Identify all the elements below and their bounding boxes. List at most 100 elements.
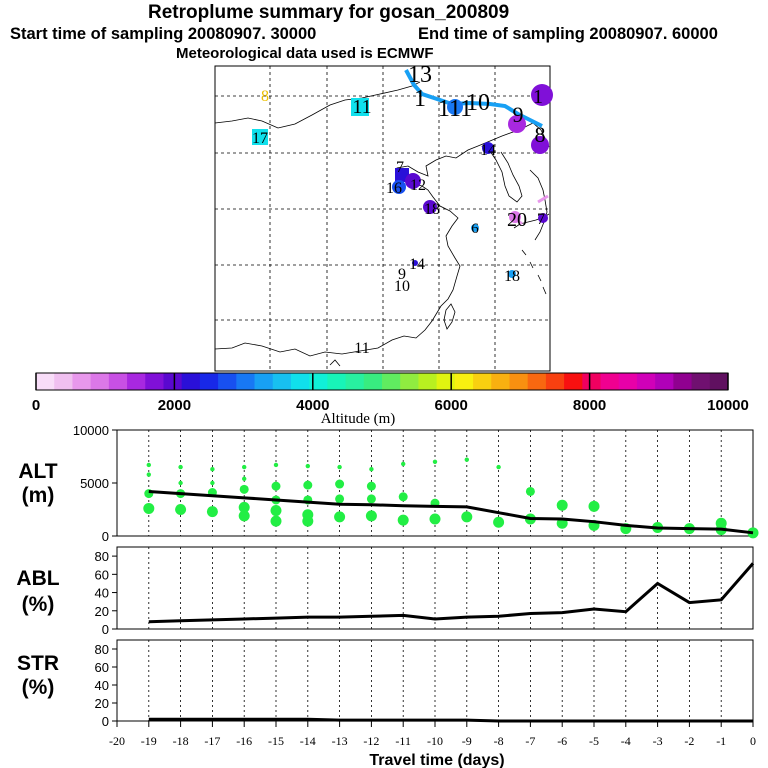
- colorbar-tick-label: 4000: [296, 397, 329, 414]
- x-tick-label: -12: [363, 734, 379, 748]
- map-marker: [508, 115, 526, 133]
- map-label: 10: [394, 278, 410, 295]
- colorbar-cell: [90, 373, 110, 390]
- map-marker: [538, 213, 548, 223]
- colorbar-cell: [673, 373, 693, 390]
- alt-point: [369, 467, 374, 472]
- y-tick-label: 0: [102, 529, 109, 544]
- x-tick-label: -2: [684, 734, 694, 748]
- y-tick-label: 20: [95, 696, 109, 711]
- alt-points: [143, 457, 759, 539]
- colorbar-cell: [272, 373, 292, 390]
- x-tick-label: -17: [204, 734, 220, 748]
- alt-point: [366, 481, 376, 491]
- y-tick-label: 0: [102, 622, 109, 637]
- colorbar-cell: [436, 373, 456, 390]
- alt-point: [178, 480, 183, 486]
- map-marker: [412, 260, 418, 266]
- alt-point: [305, 463, 310, 469]
- map-marker: [423, 200, 437, 214]
- x-tick-label: -1: [716, 734, 726, 748]
- alt-point: [496, 464, 501, 470]
- map-label: 14: [480, 142, 496, 159]
- alt-point: [210, 480, 215, 486]
- x-tick-label: -18: [173, 734, 189, 748]
- alt-point: [429, 513, 441, 525]
- y-tick-label: 0: [102, 714, 109, 729]
- panel-label: (%): [22, 593, 55, 616]
- colorbar-tick-label: 6000: [435, 397, 468, 414]
- alt-point: [432, 459, 438, 464]
- map-marker: [252, 129, 268, 145]
- map-gridlines: [215, 66, 550, 371]
- colorbar-cell: [145, 373, 164, 390]
- colorbar-cell: [309, 373, 328, 390]
- colorbar-cell: [382, 373, 401, 390]
- map-label: 1: [533, 86, 543, 108]
- map-label: 18: [504, 268, 520, 285]
- colorbar-cell: [600, 373, 620, 390]
- str-line: [148, 717, 753, 723]
- colorbar-cell: [199, 373, 219, 390]
- y-tick-label: 10000: [73, 423, 109, 438]
- colorbar-cell: [491, 373, 510, 390]
- colorbar-cell: [709, 373, 729, 390]
- panel-label: ABL: [16, 567, 59, 590]
- end-time-label: End time of sampling 20080907. 60000: [418, 25, 718, 43]
- colorbar-cell: [54, 373, 73, 390]
- map-label: 7: [396, 159, 404, 176]
- map-label: 8: [535, 122, 546, 147]
- plume-path-2: [537, 194, 549, 204]
- start-time-label: Start time of sampling 20080907. 30000: [10, 25, 317, 43]
- colorbar-cell: [509, 373, 529, 390]
- colorbar-cell: [564, 373, 583, 390]
- colorbar-cell: [418, 373, 438, 390]
- map-label: 16: [386, 180, 402, 197]
- alt-point: [335, 479, 345, 489]
- alt-point: [464, 457, 469, 462]
- altitude-colorbar: 0 2000 4000 6000 8000 10000 Altitude (m): [32, 372, 749, 427]
- alt-point: [242, 476, 247, 481]
- x-tick-label: -4: [621, 734, 631, 748]
- x-tick-label: -11: [395, 734, 411, 748]
- alt-point: [493, 516, 505, 528]
- map-label: 13: [408, 62, 432, 88]
- colorbar-cell: [72, 373, 92, 390]
- colorbar-cell: [218, 373, 237, 390]
- colorbar-cell: [400, 373, 419, 390]
- alt-point: [238, 510, 250, 522]
- colorbar-cell: [108, 373, 128, 390]
- alt-point: [461, 511, 473, 523]
- colorbar-cell: [545, 373, 565, 390]
- colorbar-tick-label: 10000: [707, 397, 749, 414]
- alt-point: [206, 506, 218, 518]
- alt-point: [334, 511, 346, 523]
- map-marker: [509, 211, 521, 223]
- x-tick-label: -6: [557, 734, 567, 748]
- alt-point: [398, 492, 408, 502]
- x-tick-label: 0: [750, 734, 756, 748]
- x-tick-label: -3: [653, 734, 663, 748]
- map-marker: [471, 224, 479, 232]
- map-marker: [405, 173, 421, 189]
- x-tick-label: -9: [462, 734, 472, 748]
- colorbar-cell: [254, 373, 274, 390]
- alt-point: [366, 494, 376, 504]
- colorbar-cell: [363, 373, 383, 390]
- panel-label: STR: [17, 652, 59, 675]
- alt-point: [271, 481, 281, 491]
- map-markers: [252, 84, 553, 278]
- alt-point: [302, 515, 314, 527]
- map-marker: [508, 270, 516, 278]
- alt-point: [556, 499, 568, 511]
- y-tick-label: 40: [95, 678, 109, 693]
- y-tick-label: 80: [95, 549, 109, 564]
- alt-point: [270, 515, 282, 527]
- y-tick-label: 5000: [80, 476, 109, 491]
- map-label: 10: [466, 90, 490, 116]
- map-label: 1: [414, 86, 426, 112]
- x-tick-label: -14: [300, 734, 316, 748]
- map-label: 7: [537, 211, 545, 228]
- map-label: 11: [352, 96, 371, 118]
- alt-point: [401, 461, 406, 467]
